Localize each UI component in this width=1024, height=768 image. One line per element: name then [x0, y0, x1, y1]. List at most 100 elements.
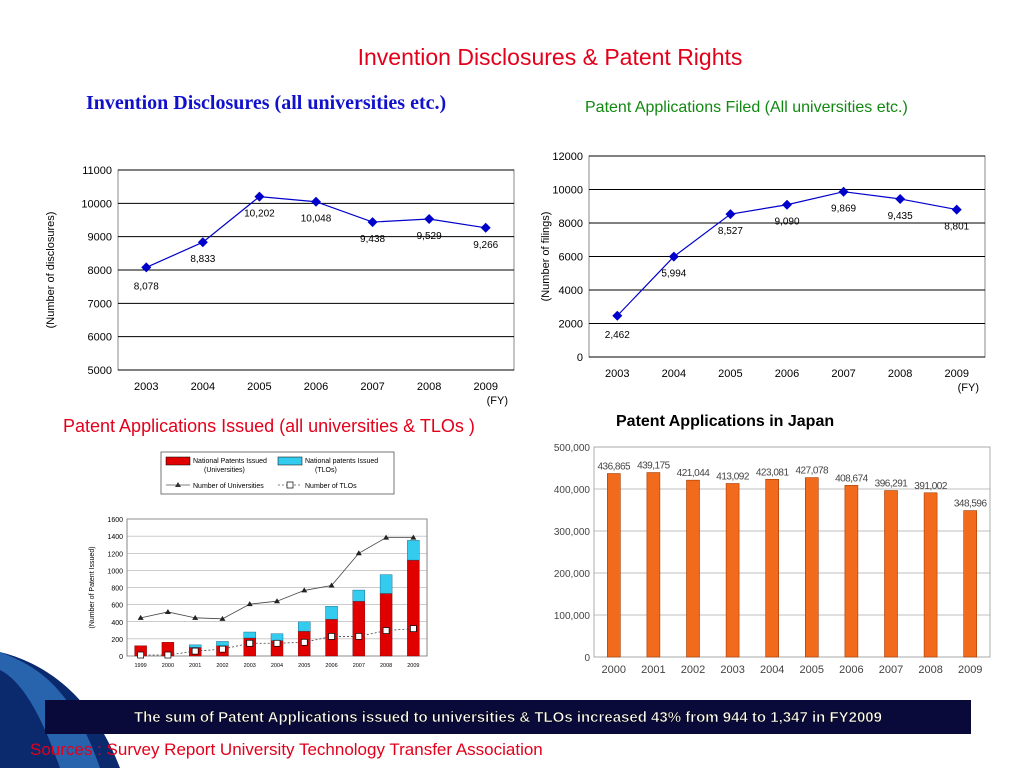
disclosures-data-point: [424, 214, 435, 225]
japan-bar: [804, 477, 819, 658]
japan-ytick-label: 300,000: [554, 527, 591, 538]
chart-title-filed: Patent Applications Filed (All universit…: [585, 99, 908, 116]
disclosures-xtick-label: 2003: [134, 381, 158, 393]
issued-point-universities: [410, 534, 417, 540]
disclosures-data-label: 9,438: [360, 234, 385, 245]
japan-bar: [765, 479, 779, 658]
japan-xtick-label: 2005: [800, 664, 824, 676]
disclosures-data-label: 9,529: [417, 231, 442, 242]
issued-legend-swatch-universities: [165, 456, 191, 466]
japan-bar: [844, 485, 859, 658]
issued-bar-universities: [379, 593, 393, 657]
japan-xtick-label: 2000: [602, 664, 626, 676]
issued-point-universities: [192, 614, 199, 620]
issued-point-universities: [137, 614, 144, 620]
filed-data-point: [782, 199, 792, 210]
disclosures-data-point: [254, 191, 265, 202]
disclosures-ytick-label: 5000: [88, 365, 112, 377]
filed-ytick-label: 12000: [552, 151, 583, 163]
disclosures-xtick-label: 2009: [473, 381, 497, 393]
disclosures-xtick-label: 2008: [417, 381, 441, 393]
japan-bar: [963, 510, 978, 658]
disclosures-xaxis-label: (FY): [487, 395, 508, 407]
issued-point-tlos: [137, 651, 144, 659]
filed-chart: 0 2000 4000 6000 8000 10000 12000 2003 2004 2005 2…: [540, 151, 986, 394]
japan-bar: [884, 490, 898, 658]
disclosures-data-point: [480, 222, 491, 233]
disclosures-data-point: [197, 237, 208, 248]
japan-xtick-label: 2006: [839, 664, 863, 676]
filed-ytick-label: 4000: [559, 285, 583, 297]
issued-legend-label: National Patents Issued: [193, 458, 267, 465]
japan-bar: [686, 479, 700, 658]
disclosures-data-label: 10,048: [301, 214, 332, 225]
disclosures-data-point: [311, 196, 321, 207]
issued-point-tlos: [300, 638, 308, 646]
japan-data-label: 421,044: [677, 468, 711, 479]
filed-data-point: [895, 193, 906, 204]
issued-ytick-label: 800: [111, 586, 123, 593]
japan-xtick-label: 2009: [958, 664, 982, 676]
disclosures-ytick-label: 10000: [81, 198, 112, 210]
filed-data-label: 9,435: [888, 211, 913, 222]
issued-xtick-label: 2007: [353, 663, 365, 669]
filed-ytick-label: 10000: [552, 185, 583, 197]
japan-data-label: 408,674: [835, 473, 869, 484]
filed-data-label: 8,527: [718, 226, 743, 237]
issued-xtick-label: 2005: [298, 663, 310, 669]
issued-point-tlos: [273, 639, 281, 647]
filed-data-label: 9,869: [831, 204, 856, 215]
issued-legend-marker: [175, 482, 181, 487]
issued-yaxis-label: (Number of Patent Issued): [89, 546, 96, 628]
issued-point-tlos: [246, 639, 254, 647]
chart-title-japan: Patent Applications in Japan: [616, 413, 835, 430]
filed-data-point: [725, 209, 736, 220]
issued-legend-marker: [286, 481, 294, 489]
japan-ytick-label: 500,000: [554, 443, 591, 454]
disclosures-ytick-label: 8000: [88, 265, 112, 277]
issued-xtick-label: 2002: [216, 663, 228, 669]
filed-xtick-label: 2005: [718, 368, 742, 380]
issued-point-universities: [164, 608, 171, 614]
issued-chart: National Patents Issued (Universities) Nat…: [89, 451, 456, 669]
japan-data-label: 423,081: [756, 467, 790, 478]
filed-ytick-label: 0: [577, 352, 583, 364]
filed-xtick-label: 2009: [944, 368, 968, 380]
summary-banner: The sum of Patent Applications issued to…: [45, 700, 971, 734]
filed-yaxis-label: (Number of filings): [540, 212, 552, 302]
disclosures-data-point: [367, 217, 378, 228]
issued-point-universities: [246, 601, 253, 607]
disclosures-ytick-label: 6000: [88, 332, 112, 344]
filed-data-point: [951, 204, 962, 215]
issued-ytick-label: 400: [111, 620, 123, 627]
chart-title-disclosures: Invention Disclosures (all universities …: [86, 92, 447, 114]
issued-legend-label: National patents Issued: [305, 458, 378, 465]
issued-xtick-label: 2008: [380, 663, 392, 669]
issued-point-universities: [383, 534, 390, 540]
issued-point-universities: [328, 582, 335, 588]
filed-xtick-label: 2007: [831, 368, 855, 380]
japan-xtick-label: 2001: [641, 664, 665, 676]
filed-data-label: 5,994: [661, 269, 686, 280]
japan-data-label: 427,078: [795, 466, 829, 477]
disclosures-data-label: 8,078: [134, 281, 159, 292]
japan-data-label: 396,291: [875, 479, 909, 490]
issued-bar-tlos: [270, 633, 284, 641]
issued-chart-panel: National Patents Issued (Universities) Nat…: [78, 448, 456, 686]
japan-xtick-label: 2007: [879, 664, 903, 676]
filed-xtick-label: 2006: [775, 368, 799, 380]
japan-data-label: 413,092: [716, 472, 750, 483]
japan-data-label: 436,865: [597, 462, 631, 473]
filed-ytick-label: 6000: [559, 252, 583, 264]
issued-ytick-label: 1200: [107, 551, 123, 558]
japan-xtick-label: 2008: [918, 664, 942, 676]
filed-data-point: [668, 251, 679, 262]
japan-xtick-label: 2002: [681, 664, 705, 676]
issued-legend-label: Number of Universities: [193, 483, 264, 490]
disclosures-xtick-label: 2005: [247, 381, 271, 393]
disclosures-data-label: 10,202: [244, 209, 275, 220]
filed-ytick-label: 8000: [559, 218, 583, 230]
issued-bar-tlos: [379, 574, 393, 594]
japan-chart: 0 100,000 200,000 300,000 400,000 500,000 436,…: [554, 443, 991, 676]
issued-point-tlos: [410, 625, 417, 632]
